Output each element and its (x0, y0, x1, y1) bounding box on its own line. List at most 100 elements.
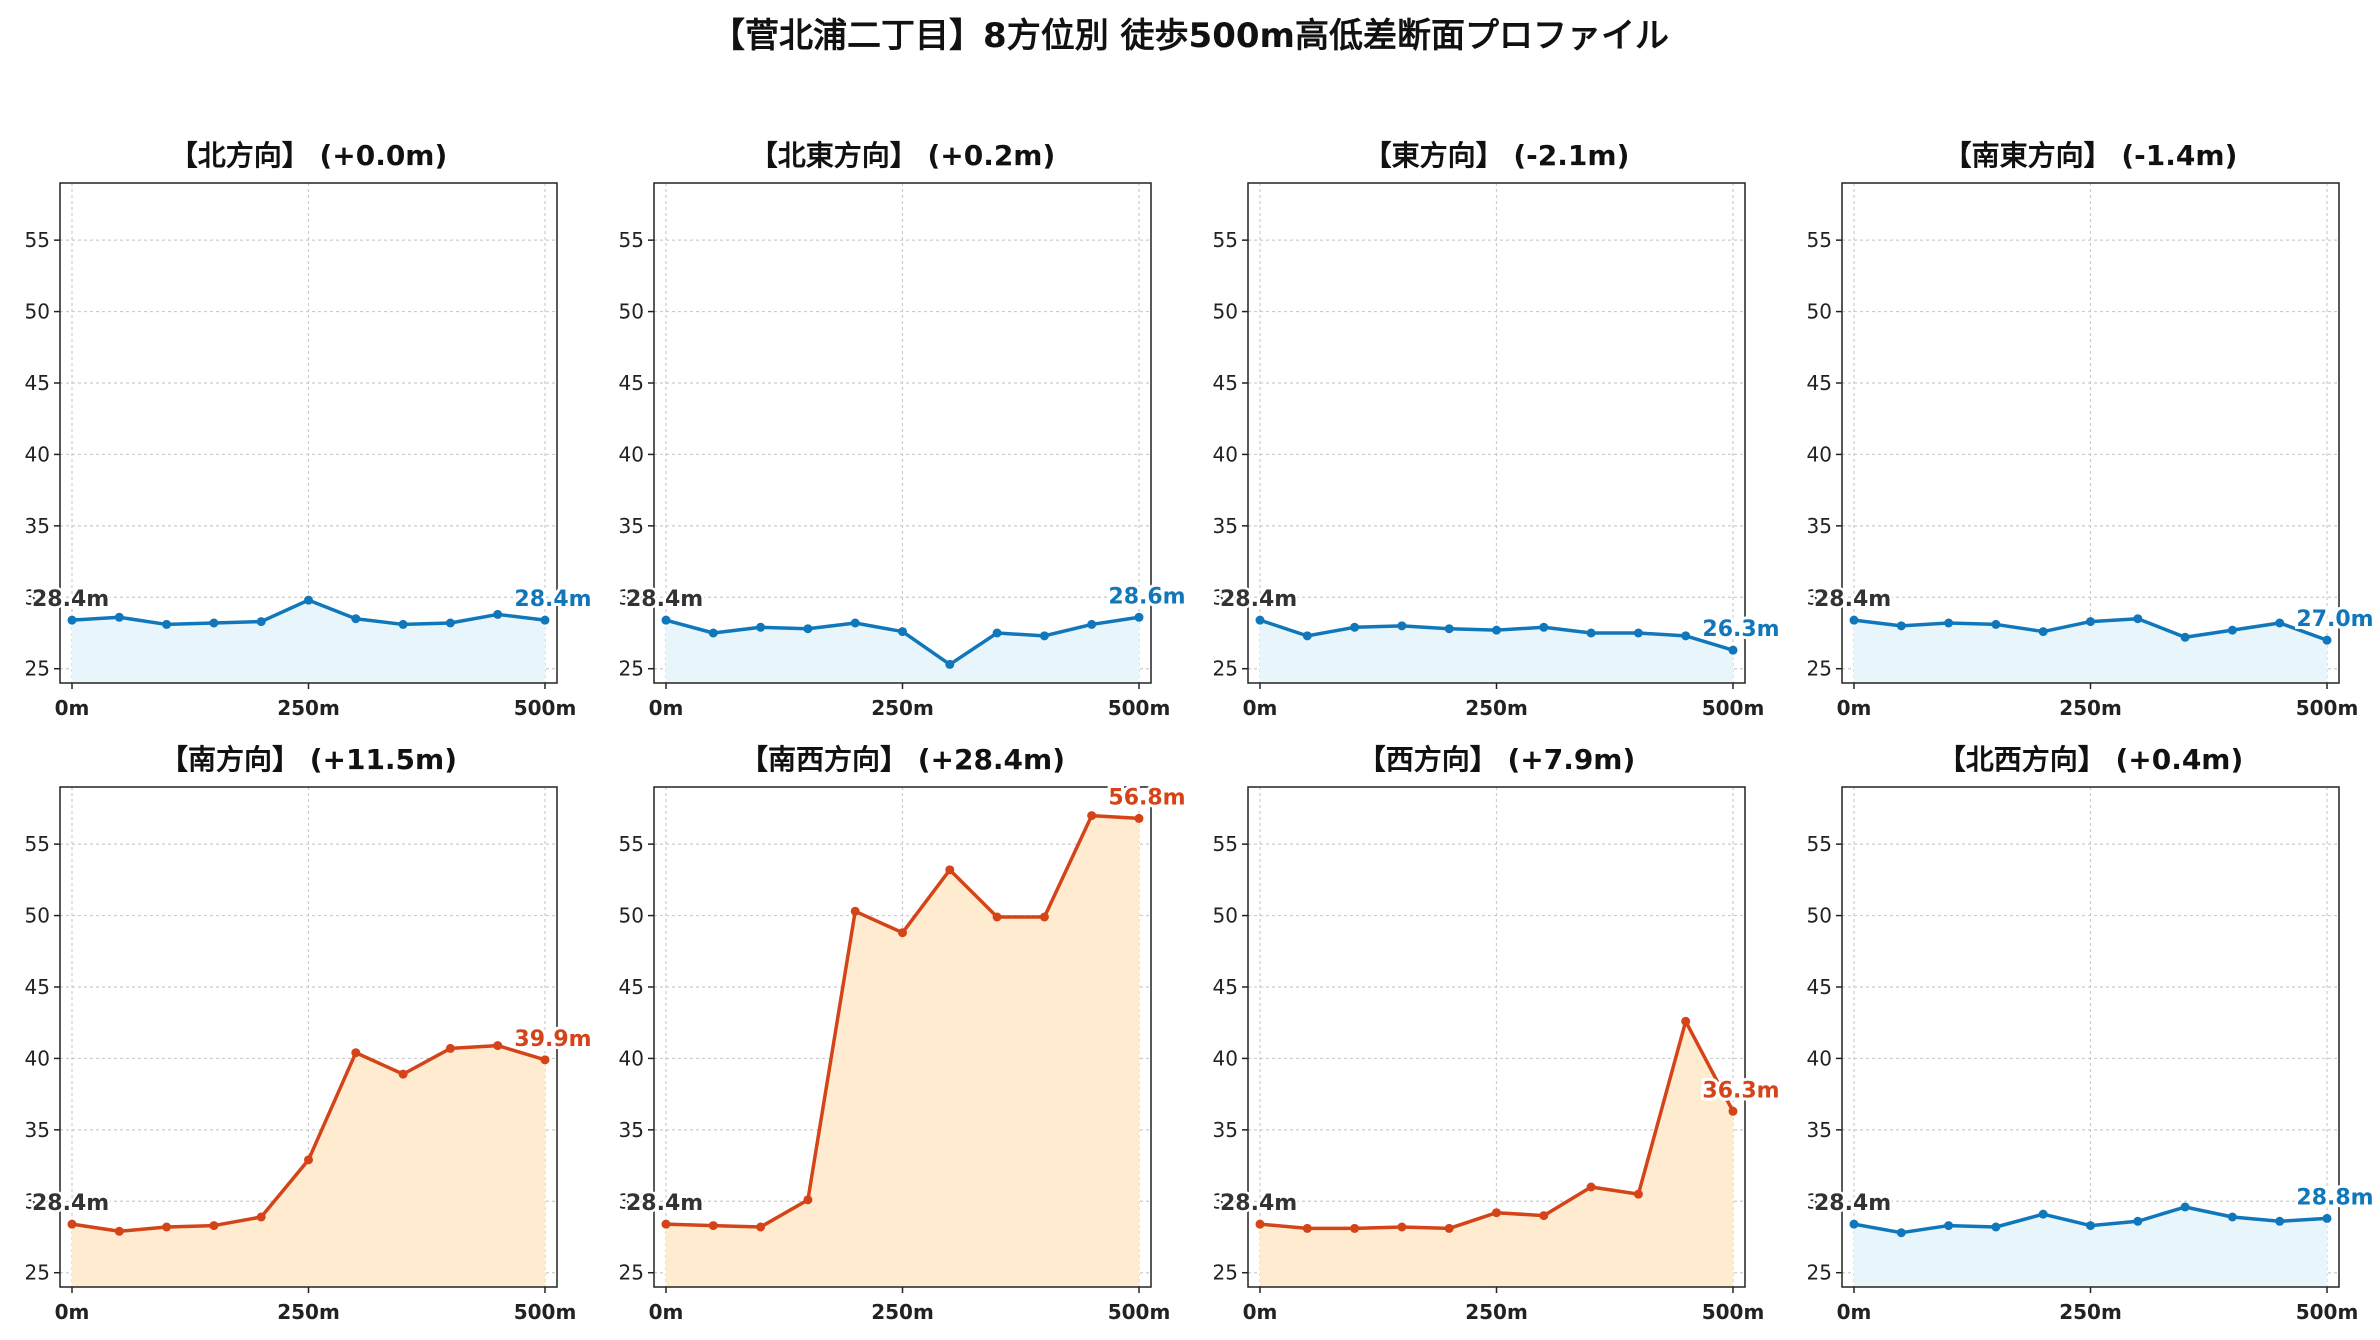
x-tick-label: 0m (1243, 1300, 1278, 1324)
y-tick-label: 40 (25, 1046, 50, 1070)
data-point (661, 615, 671, 625)
area-fill (666, 815, 1139, 1287)
y-tick-label: 35 (1807, 1118, 1832, 1142)
data-point (1586, 1182, 1596, 1192)
start-value-label: 28.4m (1220, 1191, 1297, 1216)
end-value-label: 39.9m (514, 1027, 591, 1052)
data-point (945, 659, 955, 669)
x-tick-label: 0m (55, 1300, 90, 1324)
data-point (114, 1226, 124, 1236)
y-tick-label: 25 (1213, 1261, 1238, 1285)
data-point (2086, 617, 2095, 627)
panel-3: 25 30 35 40 45 50 55 0m 250m 500m 【東方向】 (-2.1m) 28.… (1213, 139, 1783, 720)
data-point (351, 614, 361, 624)
x-tick-label: 0m (1837, 696, 1872, 720)
data-point (1492, 1208, 1501, 1218)
y-tick-label: 55 (25, 832, 50, 856)
y-tick-label: 30 (1213, 585, 1238, 609)
data-point (304, 595, 313, 605)
y-tick-label: 40 (619, 442, 644, 466)
x-tick-label: 250m (2059, 1300, 2122, 1324)
x-tick-label: 500m (514, 1300, 577, 1324)
data-point (2180, 1202, 2190, 1212)
area-fill (72, 600, 545, 683)
x-tick-label: 500m (1702, 696, 1765, 720)
data-point (803, 624, 813, 634)
y-tick-label: 40 (1213, 442, 1238, 466)
data-point (1134, 612, 1144, 622)
y-tick-label: 40 (1807, 442, 1832, 466)
data-point (1633, 628, 1643, 638)
data-point (1728, 1106, 1738, 1116)
data-point (1896, 621, 1906, 631)
data-point (1539, 1211, 1549, 1221)
x-tick-label: 500m (2296, 696, 2359, 720)
data-point (1087, 811, 1097, 821)
data-point (898, 928, 907, 938)
data-point (1849, 615, 1859, 625)
end-value-label: 56.8m (1108, 785, 1185, 810)
data-point (708, 1221, 718, 1231)
x-tick-label: 0m (649, 696, 684, 720)
y-tick-label: 55 (619, 832, 644, 856)
data-point (304, 1155, 313, 1165)
y-tick-label: 30 (1213, 1189, 1238, 1213)
y-tick-label: 50 (619, 300, 644, 324)
y-tick-label: 25 (1807, 1261, 1832, 1285)
data-point (1302, 1223, 1312, 1233)
start-value-label: 28.4m (626, 587, 703, 612)
y-tick-label: 35 (1807, 514, 1832, 538)
y-tick-label: 55 (1213, 832, 1238, 856)
y-tick-label: 30 (25, 1189, 50, 1213)
data-point (445, 1043, 455, 1053)
panel-4: 25 30 35 40 45 50 55 0m 250m 500m 【南東方向】 (-1.4m) 28… (1807, 139, 2377, 720)
data-point (1039, 631, 1049, 641)
data-point (1397, 1222, 1407, 1232)
data-point (992, 628, 1002, 638)
data-point (2275, 618, 2285, 628)
data-point (2133, 614, 2143, 624)
y-tick-label: 30 (1807, 585, 1832, 609)
data-point (1255, 1219, 1265, 1229)
x-tick-label: 500m (1108, 696, 1171, 720)
panel-title: 【北西方向】 (+0.4m) (1938, 743, 2244, 776)
y-tick-label: 35 (619, 514, 644, 538)
y-tick-label: 35 (619, 1118, 644, 1142)
end-value-label: 28.6m (1108, 584, 1185, 609)
y-tick-label: 35 (1213, 514, 1238, 538)
data-point (67, 1219, 77, 1229)
y-tick-label: 45 (1213, 975, 1238, 999)
data-point (850, 618, 860, 628)
y-tick-label: 30 (619, 585, 644, 609)
y-tick-label: 50 (25, 300, 50, 324)
end-value-label: 28.8m (2296, 1185, 2373, 1210)
data-point (351, 1048, 361, 1058)
y-tick-label: 45 (1213, 371, 1238, 395)
data-point (1350, 1223, 1360, 1233)
data-point (256, 617, 266, 627)
data-point (945, 865, 955, 875)
x-tick-label: 0m (1837, 1300, 1872, 1324)
x-tick-label: 250m (2059, 696, 2122, 720)
data-point (850, 906, 860, 916)
data-point (1728, 645, 1738, 655)
area-fill (666, 617, 1139, 683)
panel-5: 25 30 35 40 45 50 55 0m 250m 500m 【南方向】 (+11.5m) 28… (25, 743, 595, 1324)
x-tick-label: 0m (649, 1300, 684, 1324)
panel-title: 【北方向】 (+0.0m) (170, 139, 448, 172)
data-point (256, 1212, 266, 1222)
y-tick-label: 35 (1213, 1118, 1238, 1142)
data-point (1087, 619, 1097, 629)
y-tick-label: 25 (619, 1261, 644, 1285)
y-tick-label: 25 (1807, 657, 1832, 681)
data-point (2180, 632, 2190, 642)
y-tick-label: 55 (1807, 228, 1832, 252)
y-tick-label: 40 (1807, 1046, 1832, 1070)
data-point (2275, 1216, 2285, 1226)
y-tick-label: 50 (1807, 904, 1832, 928)
x-tick-label: 0m (1243, 696, 1278, 720)
data-point (756, 622, 766, 632)
panel-7: 25 30 35 40 45 50 55 0m 250m 500m 【西方向】 (+7.9m) 28.… (1213, 743, 1783, 1324)
data-point (1302, 631, 1312, 641)
